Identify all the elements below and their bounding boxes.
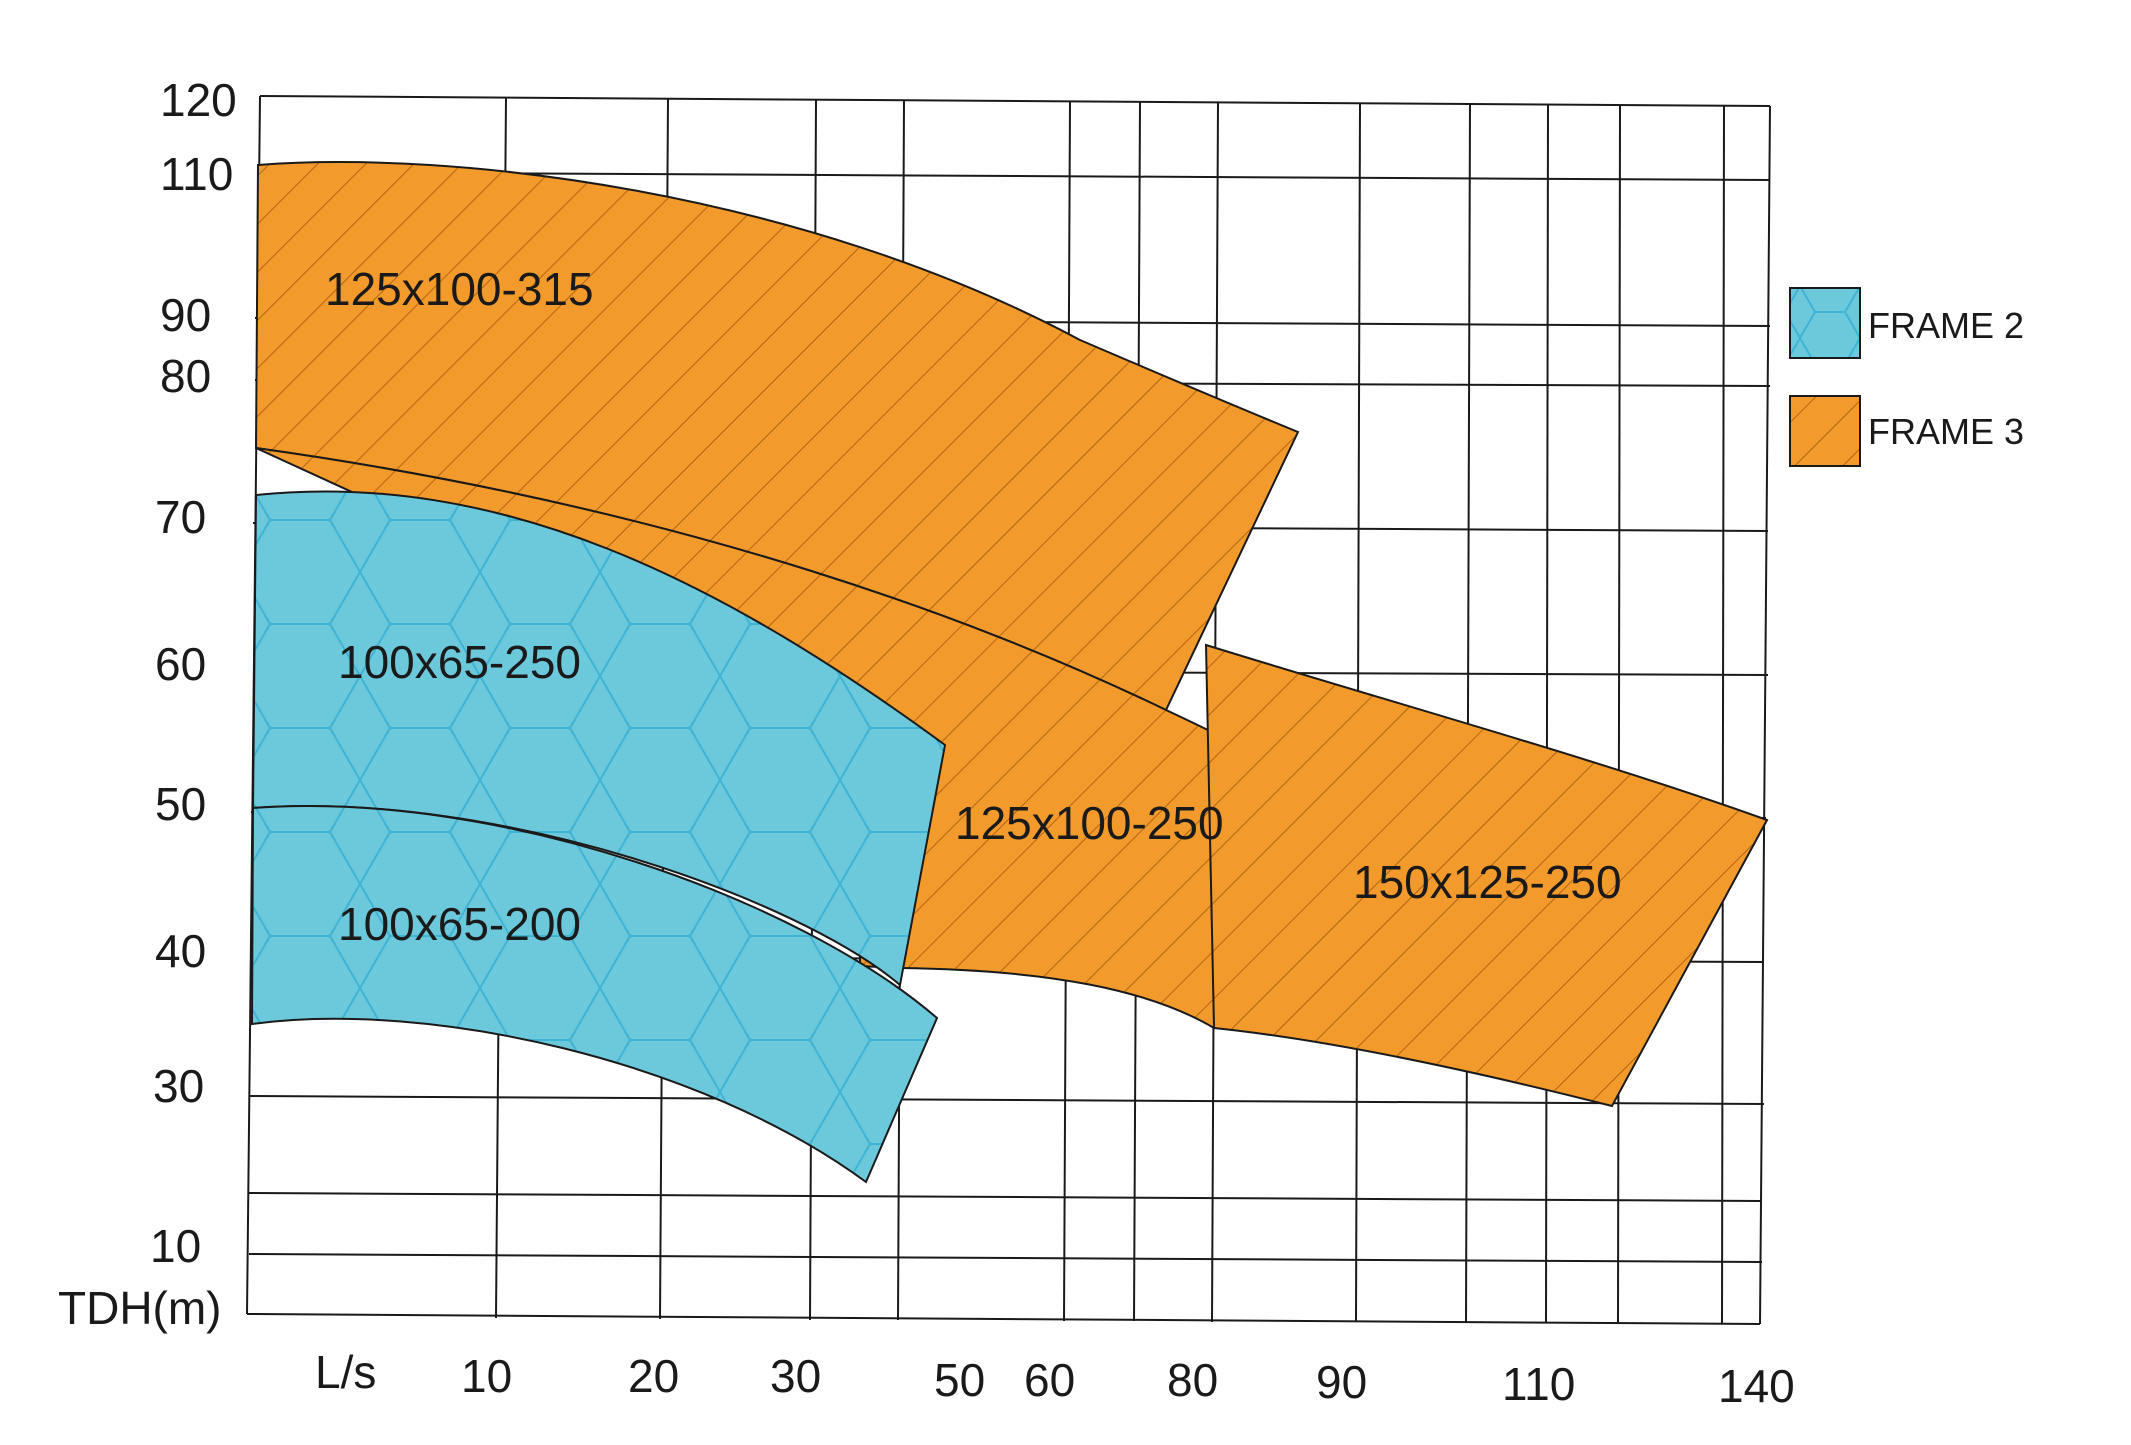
x-axis-label: L/s [315,1346,376,1398]
x-tick-label: 50 [934,1354,985,1406]
label-150x125-250: 150x125-250 [1353,856,1622,908]
grid-h-10 [248,1253,1763,1263]
x-tick-label: 90 [1316,1356,1367,1408]
grid-v-right [1759,105,1771,1325]
y-tick-label: 30 [153,1060,204,1112]
legend-label-frame-2: FRAME 2 [1868,305,2024,346]
label-125x100-250: 125x100-250 [955,797,1224,849]
region-labels: 125x100-315 125x100-250 150x125-250 100x… [325,263,1622,950]
label-100x65-200: 100x65-200 [338,898,581,950]
y-tick-label: 10 [150,1220,201,1272]
x-tick-label: 110 [1502,1358,1575,1410]
y-tick-label: 70 [155,491,206,543]
region-125x100-250 [255,447,1305,1030]
x-tick-label: 60 [1024,1354,1075,1406]
label-100x65-250: 100x65-250 [338,636,581,688]
operating-regions [250,161,1769,1184]
grid-h-bottom [246,1313,1761,1325]
y-axis-label: TDH(m) [58,1282,222,1334]
y-tick-label: 50 [155,778,206,830]
legend-swatch-frame-3 [1789,395,1861,467]
region-100x65-200 [250,805,939,1184]
y-tick-label: 60 [155,638,206,690]
region-150x125-250 [1204,643,1769,1108]
grid-h-8 [248,1095,1765,1105]
grid-v-12 [1721,105,1725,1325]
grid-v-9 [1465,103,1471,1323]
x-tick-label: 80 [1167,1354,1218,1406]
y-axis-ticks: 120 110 90 80 70 60 50 40 30 10 [150,74,237,1272]
grid-h-top [259,95,1771,107]
y-tick-label: 110 [160,148,233,200]
x-tick-label: 140 [1718,1360,1795,1412]
y-tick-label: 40 [155,925,206,977]
legend: FRAME 2 FRAME 3 [1789,287,2024,467]
y-tick-label: 80 [160,350,211,402]
label-125x100-315: 125x100-315 [325,263,594,315]
legend-swatch-frame-2 [1789,287,1861,359]
y-tick-label: 90 [160,289,211,341]
y-tick-label: 120 [160,74,237,126]
x-tick-label: 10 [461,1350,512,1402]
x-tick-label: 30 [770,1350,821,1402]
x-tick-label: 20 [628,1350,679,1402]
grid-v-11 [1617,104,1621,1324]
grid-v-10 [1545,103,1549,1324]
x-axis-ticks: 10 20 30 50 60 80 90 110 140 [461,1350,1795,1412]
legend-label-frame-3: FRAME 3 [1868,411,2024,452]
grid-h-9 [248,1192,1763,1202]
